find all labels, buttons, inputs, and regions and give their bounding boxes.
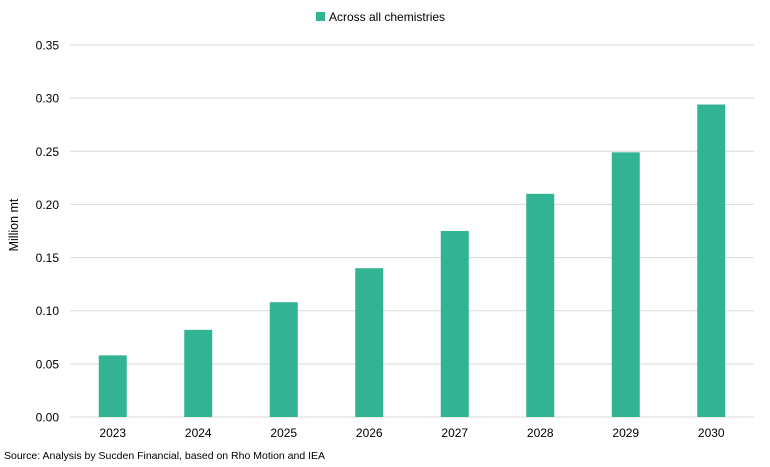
x-tick-label: 2023 [99, 426, 126, 440]
x-tick-label: 2030 [698, 426, 725, 440]
bar-2028 [526, 193, 555, 417]
legend: Across all chemistries [316, 10, 445, 24]
x-tick-label: 2029 [612, 426, 639, 440]
y-axis-label: Million mt [7, 198, 21, 251]
source-note: Source: Analysis by Sucden Financial, ba… [4, 450, 326, 462]
x-tick-label: 2027 [441, 426, 468, 440]
y-tick-label: 0.35 [36, 39, 60, 53]
x-axis-tick-labels: 2023 2024 2025 2026 2027 2028 2029 2030 [99, 426, 725, 440]
y-axis-tick-labels: 0.00 0.05 0.10 0.15 0.20 0.25 0.30 0.35 [36, 39, 60, 425]
x-tick-label: 2024 [185, 426, 212, 440]
bar-2023 [98, 355, 127, 417]
y-tick-label: 0.10 [36, 304, 60, 318]
x-tick-label: 2028 [527, 426, 554, 440]
y-tick-label: 0.00 [36, 411, 60, 425]
x-tick-label: 2025 [270, 426, 297, 440]
bar-2030 [697, 104, 726, 418]
bar-2026 [355, 268, 384, 417]
bar-2029 [611, 152, 640, 417]
y-tick-label: 0.15 [36, 251, 60, 265]
bars [98, 104, 726, 418]
bar-2027 [440, 231, 469, 417]
legend-swatch [316, 12, 325, 21]
y-tick-label: 0.05 [36, 357, 60, 371]
y-tick-label: 0.25 [36, 145, 60, 159]
y-tick-label: 0.20 [36, 198, 60, 212]
bar-2025 [269, 302, 298, 417]
bar-2024 [184, 329, 213, 417]
y-tick-label: 0.30 [36, 92, 60, 106]
gridlines [70, 44, 754, 418]
legend-label: Across all chemistries [329, 10, 445, 24]
x-tick-label: 2026 [356, 426, 383, 440]
